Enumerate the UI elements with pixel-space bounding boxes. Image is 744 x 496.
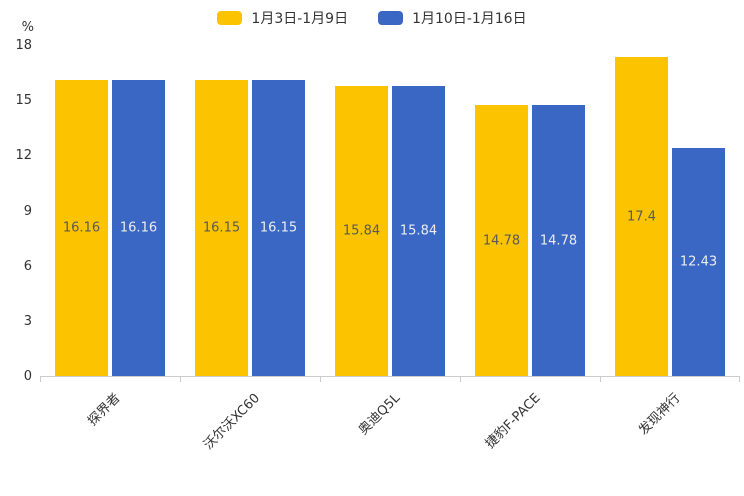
bar: 16.15 xyxy=(195,79,248,376)
x-axis-tick xyxy=(320,376,321,382)
legend-swatch xyxy=(378,11,404,25)
legend-item[interactable]: 1月3日-1月9日 xyxy=(217,8,348,28)
legend-swatch xyxy=(217,11,243,25)
bar: 16.16 xyxy=(55,79,108,376)
x-axis-tick xyxy=(600,376,601,382)
category-label: 探界者 xyxy=(85,390,124,430)
y-tick-label: 9 xyxy=(23,203,32,219)
y-tick-label: 0 xyxy=(23,369,32,384)
plot-wrap: % 0 3 6 9 12 15 18 16.16 16.16 探界者 16.15 16.15 沃尔沃X… xyxy=(15,20,740,453)
x-axis-tick xyxy=(40,376,41,382)
bar-value-label: 16.15 xyxy=(202,220,241,236)
y-axis-unit-label: % xyxy=(21,20,34,35)
plot-area: 16.16 16.16 探界者 16.15 16.15 沃尔沃XC60 15.84 15.84… xyxy=(40,46,740,453)
bar: 14.78 xyxy=(475,105,528,376)
category-label: 奥迪Q5L xyxy=(356,390,404,439)
bar: 16.15 xyxy=(252,79,305,376)
x-axis-tick xyxy=(180,376,181,382)
bar: 16.16 xyxy=(112,79,165,376)
bar-value-label: 15.84 xyxy=(399,223,438,239)
bar-value-label: 16.15 xyxy=(259,220,298,236)
bar-group: 17.4 12.43 发现神行 xyxy=(600,46,740,438)
category-label: 捷豹F-PACE xyxy=(482,390,544,452)
y-tick-label: 12 xyxy=(15,148,32,164)
bar-group: 14.78 14.78 捷豹F-PACE xyxy=(460,46,600,452)
y-tick-label: 18 xyxy=(15,38,32,53)
bar: 17.4 xyxy=(615,57,668,376)
bar: 14.78 xyxy=(532,105,585,376)
bar: 12.43 xyxy=(672,148,725,376)
y-tick-label: 3 xyxy=(23,313,32,329)
y-tick-label: 15 xyxy=(15,93,32,109)
bar: 15.84 xyxy=(335,85,388,376)
x-axis-tick xyxy=(739,376,740,382)
legend-label: 1月10日-1月16日 xyxy=(412,11,527,27)
y-tick-label: 6 xyxy=(23,258,32,274)
bar-value-label: 16.16 xyxy=(62,220,101,236)
bar-value-label: 12.43 xyxy=(679,254,718,270)
bar-value-label: 14.78 xyxy=(539,233,578,249)
y-axis: % 0 3 6 9 12 15 18 xyxy=(4,20,40,384)
bar-value-label: 17.4 xyxy=(627,209,656,224)
bar-value-label: 16.16 xyxy=(119,220,158,236)
bar-group: 15.84 15.84 奥迪Q5L xyxy=(320,46,460,438)
category-label: 沃尔沃XC60 xyxy=(201,390,264,453)
bar-group: 16.15 16.15 沃尔沃XC60 xyxy=(180,46,320,453)
legend: 1月3日-1月9日 1月10日-1月16日 xyxy=(0,8,744,28)
bar-value-label: 15.84 xyxy=(342,223,381,239)
x-axis-tick xyxy=(460,376,461,382)
bar: 15.84 xyxy=(392,85,445,376)
bar-value-label: 14.78 xyxy=(482,233,521,249)
bar-group: 16.16 16.16 探界者 xyxy=(40,46,180,429)
category-label: 发现神行 xyxy=(636,390,684,439)
legend-label: 1月3日-1月9日 xyxy=(251,11,349,27)
legend-item[interactable]: 1月10日-1月16日 xyxy=(378,8,527,28)
